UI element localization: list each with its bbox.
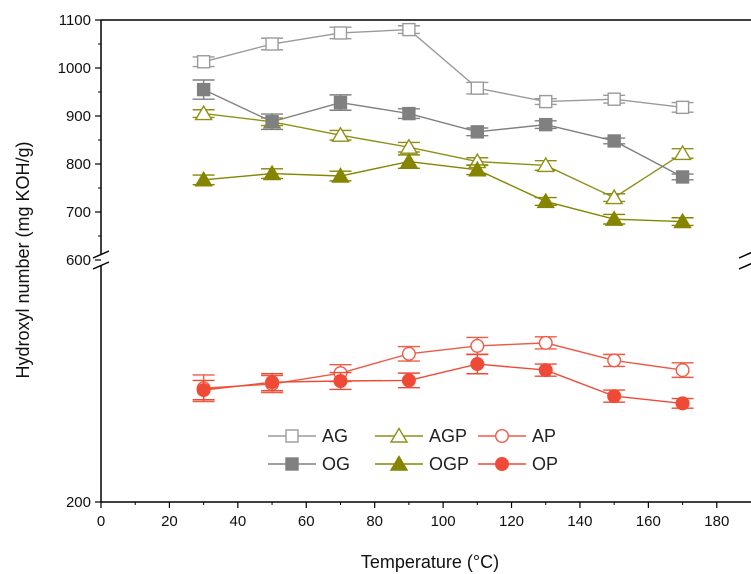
data-point-agp: [673, 144, 692, 161]
series-op: [192, 353, 694, 411]
data-point-og: [470, 125, 485, 139]
legend-label-op: OP: [532, 454, 558, 474]
data-point-ogp: [262, 164, 282, 181]
x-tick-label: 160: [636, 513, 661, 530]
data-point-op: [470, 357, 485, 372]
legend-label-agp: AGP: [429, 426, 467, 446]
legend: AG AGP AP OG OGP OP: [268, 426, 558, 474]
data-point-og: [333, 95, 348, 110]
data-point-ogp: [673, 212, 692, 229]
legend-item-ag: AG: [268, 426, 348, 446]
data-point-agp: [194, 104, 213, 121]
x-tick-label: 20: [161, 513, 178, 530]
data-point-ap: [675, 363, 690, 378]
data-point-ag: [402, 22, 416, 37]
y-tick-label: 1000: [58, 60, 91, 77]
legend-marker-ogp: [389, 455, 409, 471]
series-agp: [192, 104, 694, 205]
x-axis-title: Temperature (°C): [361, 552, 499, 572]
data-point-og: [265, 115, 279, 129]
data-point-ap: [470, 338, 485, 353]
legend-label-og: OG: [322, 454, 350, 474]
axes-layer: 0 20 40 60 80 100 120 140 160 180 600 700 800 900 1000…: [58, 12, 751, 530]
data-point-ogp: [604, 210, 624, 226]
data-point-ap: [607, 353, 622, 368]
data-point-og: [196, 82, 211, 97]
axis-break-right-b: [738, 262, 751, 270]
axis-break-right-a: [738, 251, 751, 259]
data-point-agp: [536, 156, 555, 173]
data-point-ag: [675, 100, 690, 115]
legend-item-ap: AP: [478, 426, 556, 446]
series-line-ogp: [203, 160, 683, 223]
x-tick-label: 60: [298, 513, 315, 530]
data-point-ogp: [399, 152, 419, 169]
axis-break-left-a: [92, 250, 110, 259]
x-tick-label: 40: [229, 513, 246, 530]
legend-marker-og: [285, 457, 299, 471]
legend-item-agp: AGP: [375, 426, 467, 446]
y-tick-label: 200: [66, 494, 91, 511]
data-point-op: [401, 373, 416, 388]
data-point-ag: [607, 92, 621, 106]
data-point-op: [538, 363, 553, 378]
legend-label-ogp: OGP: [429, 454, 469, 474]
data-point-ogp: [194, 170, 213, 187]
data-point-og: [607, 134, 621, 148]
data-point-ag: [333, 26, 348, 40]
series-layer: [192, 22, 694, 411]
legend-marker-agp: [389, 427, 409, 443]
y-axis-title: Hydroxyl number (mg KOH/g): [13, 141, 33, 378]
x-tick-label: 100: [431, 513, 456, 530]
series-og: [192, 79, 694, 184]
data-point-op: [196, 383, 211, 398]
data-point-ag: [539, 94, 553, 109]
series-line-op: [203, 363, 683, 405]
y-tick-label: 700: [66, 204, 91, 221]
series-line-og: [203, 88, 683, 178]
legend-marker-op: [495, 457, 510, 472]
data-point-ogp: [331, 167, 350, 183]
legend-marker-ag: [285, 429, 299, 443]
data-point-og: [402, 106, 416, 121]
data-point-ag: [470, 81, 485, 95]
data-point-op: [675, 396, 690, 411]
x-tick-label: 80: [366, 513, 383, 530]
x-tick-label: 120: [499, 513, 524, 530]
data-point-agp: [331, 126, 350, 142]
data-point-ag: [196, 55, 211, 69]
legend-marker-ap: [495, 429, 510, 444]
legend-label-ag: AG: [322, 426, 348, 446]
data-point-op: [607, 389, 622, 404]
data-point-ap: [538, 335, 553, 350]
y-tick-label: 1100: [59, 12, 91, 29]
data-point-og: [539, 117, 553, 132]
series-ogp: [192, 152, 694, 229]
data-point-ogp: [536, 192, 555, 209]
axis-break-left-b: [92, 261, 110, 270]
data-point-og: [675, 170, 690, 184]
y-tick-label: 600: [66, 252, 91, 269]
legend-label-ap: AP: [532, 426, 556, 446]
x-tick-label: 140: [567, 513, 592, 530]
data-point-op: [333, 374, 348, 389]
legend-item-ogp: OGP: [375, 454, 469, 474]
data-point-op: [265, 375, 280, 390]
series-line-ag: [203, 28, 683, 109]
data-point-ag: [265, 37, 279, 51]
data-point-ogp: [468, 160, 487, 177]
data-point-agp: [604, 188, 624, 205]
x-tick-label: 0: [97, 513, 105, 530]
x-tick-label: 180: [704, 513, 729, 530]
y-tick-label: 900: [66, 108, 91, 125]
y-tick-label: 800: [66, 156, 91, 173]
legend-item-og: OG: [268, 454, 350, 474]
data-point-ap: [401, 346, 416, 361]
legend-item-op: OP: [478, 454, 558, 474]
series-ag: [192, 22, 694, 115]
series-line-agp: [203, 112, 683, 199]
